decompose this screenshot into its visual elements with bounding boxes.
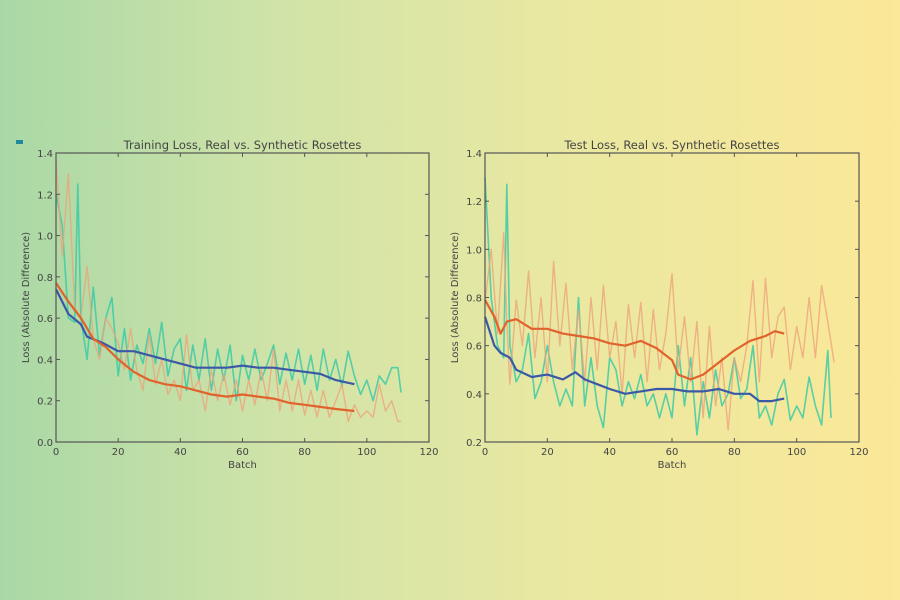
series-line-raw_b xyxy=(55,159,401,423)
x-axis-label: Batch xyxy=(658,460,687,471)
series-line-smooth_b xyxy=(484,299,785,381)
x-tick-label: 80 xyxy=(728,447,741,458)
y-tick-label: 0.4 xyxy=(37,355,53,366)
corner-marker xyxy=(16,140,23,144)
x-tick-label: 120 xyxy=(419,447,438,458)
series-line-raw_a xyxy=(484,177,832,436)
x-tick-label: 0 xyxy=(53,447,59,458)
x-tick-label: 0 xyxy=(482,447,488,458)
chart-title: Test Loss, Real vs. Synthetic Rosettes xyxy=(563,138,779,152)
series-line-smooth_b xyxy=(55,282,355,413)
chart-title: Training Loss, Real vs. Synthetic Rosett… xyxy=(123,138,362,152)
y-tick-label: 1.4 xyxy=(37,149,53,160)
chart-2: 0 20 40 60 80 100 120 0.2 0.4 0.6 0.8 1.0 1.2 1.4 Test… xyxy=(450,138,869,471)
series-line-smooth_a xyxy=(483,316,785,403)
y-tick-label: 1.4 xyxy=(466,149,482,160)
series-line-smooth_a xyxy=(55,288,355,386)
x-tick-label: 40 xyxy=(603,447,616,458)
chart-1: 0 20 40 60 80 100 120 0.0 0.2 0.4 0.6 0.8 1.0 1.2 1.4 T… xyxy=(21,138,439,471)
y-tick-label: 0.8 xyxy=(466,294,482,305)
y-tick-label: 0.6 xyxy=(37,314,53,325)
y-tick-label: 0.2 xyxy=(466,438,482,449)
x-tick-label: 100 xyxy=(787,447,806,458)
x-tick-label: 20 xyxy=(541,447,554,458)
x-tick-label: 100 xyxy=(357,447,376,458)
y-tick-label: 0.2 xyxy=(37,397,53,408)
x-tick-label: 40 xyxy=(174,447,187,458)
y-tick-label: 1.0 xyxy=(37,232,53,243)
x-tick-label: 60 xyxy=(236,447,249,458)
x-tick-label: 120 xyxy=(849,447,868,458)
y-tick-label: 0.4 xyxy=(466,390,482,401)
y-tick-label: 0.6 xyxy=(466,342,482,353)
series-line-raw_b xyxy=(484,231,835,431)
series-line-raw_a xyxy=(55,183,402,402)
y-axis-label: Loss (Absolute Difference) xyxy=(21,232,32,363)
y-tick-label: 0.0 xyxy=(37,438,53,449)
x-tick-label: 20 xyxy=(112,447,125,458)
y-tick-label: 1.2 xyxy=(37,190,53,201)
x-tick-label: 80 xyxy=(298,447,311,458)
y-tick-label: 1.0 xyxy=(466,245,482,256)
x-axis-label: Batch xyxy=(228,460,257,471)
x-tick-label: 60 xyxy=(666,447,679,458)
y-tick-label: 1.2 xyxy=(466,197,482,208)
y-axis-label: Loss (Absolute Difference) xyxy=(450,232,461,363)
y-tick-label: 0.8 xyxy=(37,273,53,284)
